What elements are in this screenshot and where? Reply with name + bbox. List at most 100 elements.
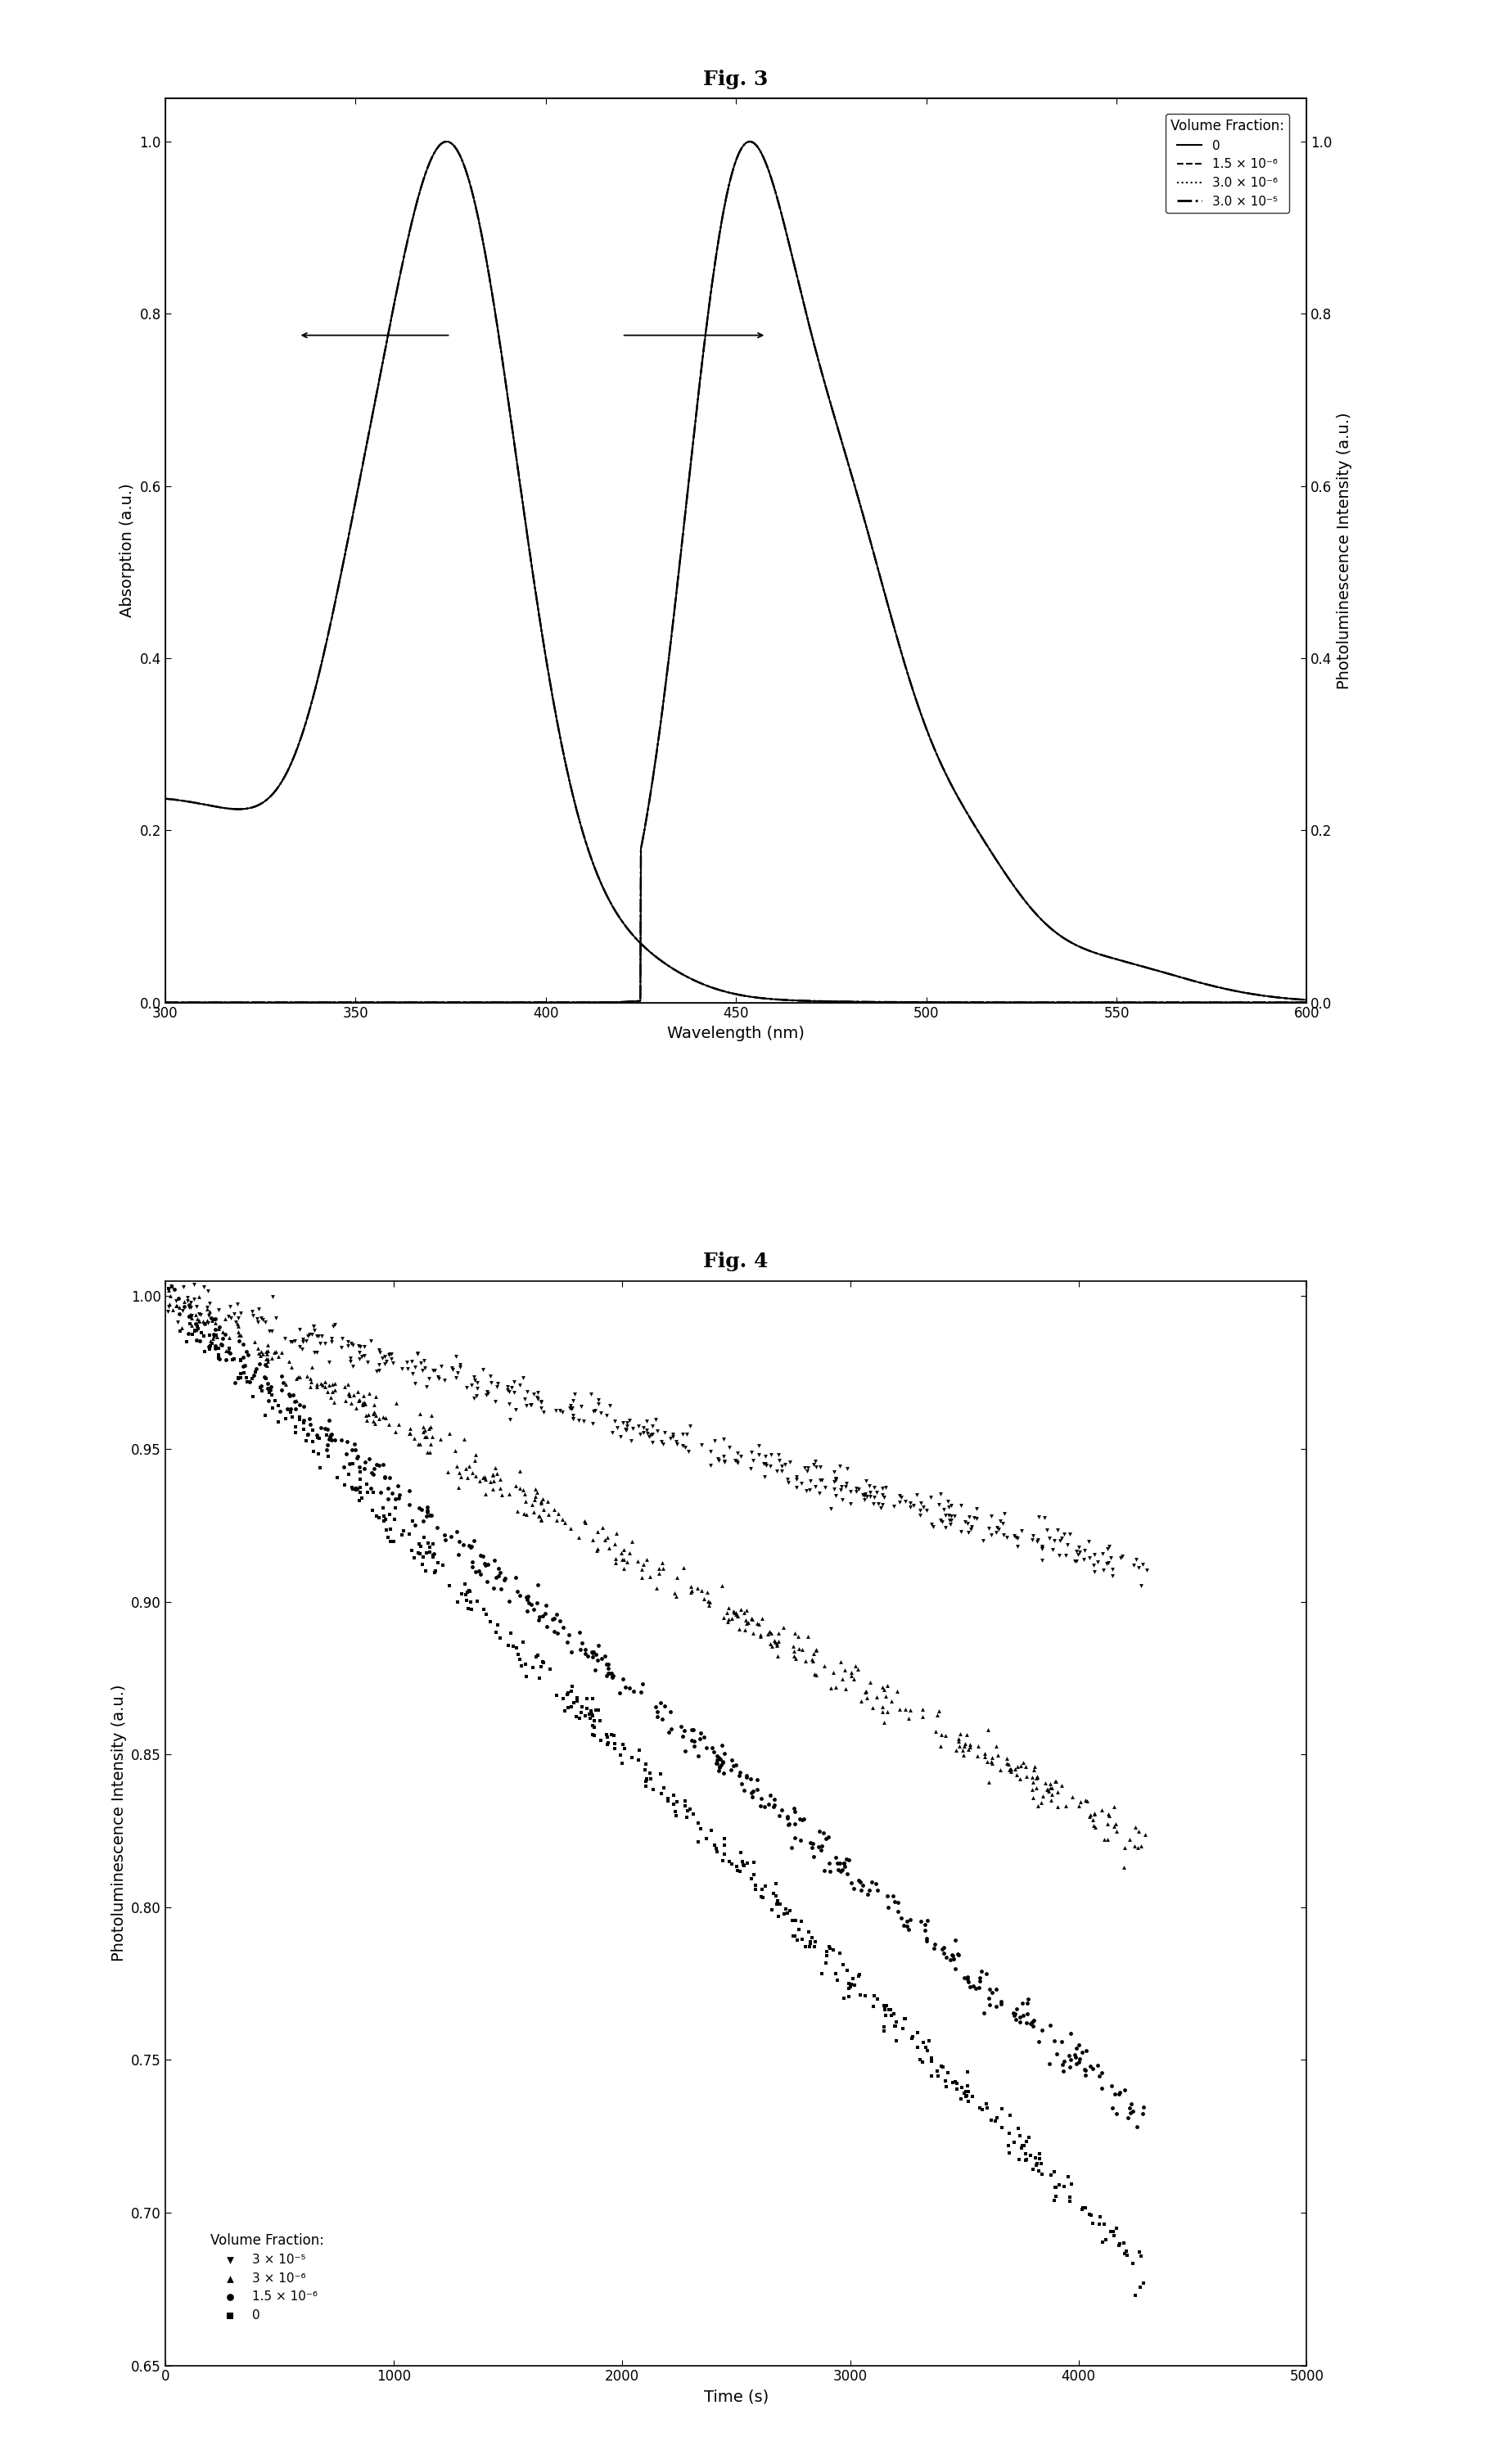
0 bbox=[398, 1515, 422, 1555]
3 × 10⁻⁶ bbox=[733, 1592, 757, 1631]
1.5 × 10⁻⁶ bbox=[701, 1732, 725, 1772]
3 × 10⁻⁵ bbox=[249, 1299, 273, 1338]
0 bbox=[990, 2109, 1014, 2149]
3 × 10⁻⁶ bbox=[412, 1407, 436, 1446]
3 × 10⁻⁵ bbox=[425, 1358, 449, 1397]
3 × 10⁻⁵ bbox=[287, 1326, 311, 1365]
1.5 × 10⁻⁶ bbox=[587, 1626, 611, 1666]
0 bbox=[1044, 2168, 1068, 2208]
0 bbox=[344, 1471, 368, 1510]
0 bbox=[1026, 2151, 1050, 2190]
3 × 10⁻⁶ bbox=[876, 1693, 900, 1732]
3 × 10⁻⁶ bbox=[746, 1604, 771, 1643]
3 × 10⁻⁵ bbox=[928, 1473, 952, 1513]
3 × 10⁻⁶ bbox=[248, 1335, 272, 1375]
0 bbox=[862, 1986, 886, 2025]
3 × 10⁻⁶ bbox=[524, 1476, 548, 1515]
0 bbox=[694, 1818, 718, 1858]
0 bbox=[345, 1469, 369, 1508]
1.5 × 10⁻⁶ bbox=[416, 1488, 440, 1528]
3 × 10⁻⁵ bbox=[182, 1264, 206, 1303]
1.5 × 10⁻⁶ bbox=[707, 1747, 731, 1786]
1.5 × 10⁻⁶ bbox=[880, 1875, 904, 1915]
3 × 10⁻⁶ bbox=[227, 1311, 251, 1350]
3 × 10⁻⁵ bbox=[753, 1437, 777, 1476]
0 bbox=[1024, 2146, 1048, 2186]
3 × 10⁻⁶ bbox=[948, 1715, 972, 1754]
1.5 × 10⁻⁶ bbox=[1011, 1984, 1035, 2023]
0 bbox=[730, 1841, 754, 1880]
3 × 10⁻⁶ bbox=[311, 1365, 335, 1404]
3 × 10⁻⁵ bbox=[415, 1368, 439, 1407]
1.5 × 10⁻⁶ bbox=[692, 1717, 716, 1757]
3 × 10⁻⁶ bbox=[1039, 1769, 1063, 1809]
3 × 10⁻⁵ bbox=[614, 1407, 638, 1446]
3 × 10⁻⁶ bbox=[1117, 1818, 1142, 1858]
3 × 10⁻⁵ bbox=[804, 1466, 828, 1506]
3 × 10⁻⁵ bbox=[475, 1375, 499, 1414]
3 × 10⁻⁵ bbox=[336, 1321, 360, 1360]
3 × 10⁻⁵ bbox=[335, 1326, 359, 1365]
1.5 × 10⁻⁶ bbox=[614, 1668, 638, 1708]
3 × 10⁻⁵ bbox=[461, 1380, 485, 1419]
3 × 10⁻⁵ bbox=[674, 1414, 698, 1454]
0 bbox=[775, 1892, 799, 1932]
3 × 10⁻⁶ bbox=[473, 1456, 497, 1496]
0 bbox=[955, 2082, 979, 2122]
0 bbox=[689, 1809, 713, 1848]
3 × 10⁻⁶ bbox=[692, 1579, 716, 1619]
3 × 10⁻⁵ bbox=[380, 1338, 404, 1377]
1.5 × 10⁻⁶ bbox=[351, 1449, 376, 1488]
3 × 10⁻⁶ bbox=[855, 1678, 879, 1717]
3 × 10⁻⁶ bbox=[1026, 1757, 1050, 1796]
1.5 × 10⁻⁶ bbox=[915, 1922, 939, 1961]
3 × 10⁻⁶ bbox=[1104, 1811, 1128, 1850]
3 × 10⁻⁵ bbox=[227, 1299, 251, 1338]
1.5 × 10⁻⁶ bbox=[1107, 2075, 1131, 2114]
Legend: 0, 1.5 × 10⁻⁶, 3.0 × 10⁻⁶, 3.0 × 10⁻⁵: 0, 1.5 × 10⁻⁶, 3.0 × 10⁻⁶, 3.0 × 10⁻⁵ bbox=[1166, 113, 1289, 212]
3 × 10⁻⁵ bbox=[1063, 1542, 1087, 1582]
0 bbox=[291, 1404, 315, 1444]
1.5 × 10⁻⁶ bbox=[979, 1974, 1003, 2013]
Title: Fig. 3: Fig. 3 bbox=[703, 69, 769, 89]
1.5 × 10⁻⁶ bbox=[569, 1624, 593, 1663]
1.5 × 10⁻⁶ bbox=[946, 1934, 970, 1974]
0 bbox=[179, 1303, 203, 1343]
3 × 10⁻⁵ bbox=[485, 1368, 509, 1407]
X-axis label: Wavelength (nm): Wavelength (nm) bbox=[667, 1025, 805, 1042]
0 bbox=[587, 1700, 611, 1740]
0 bbox=[871, 2011, 895, 2050]
3 × 10⁻⁵ bbox=[195, 1271, 219, 1311]
3 × 10⁻⁶ bbox=[356, 1395, 380, 1434]
3 × 10⁻⁶ bbox=[339, 1382, 363, 1422]
0 bbox=[532, 1643, 556, 1683]
3 × 10⁻⁵ bbox=[478, 1355, 502, 1395]
1.5 × 10⁻⁶ bbox=[213, 1316, 237, 1355]
3 × 10⁻⁶ bbox=[227, 1306, 251, 1345]
1.5 × 10⁻⁶ bbox=[281, 1375, 305, 1414]
0 bbox=[222, 1338, 246, 1377]
0 bbox=[1114, 2232, 1139, 2272]
3 × 10⁻⁶ bbox=[846, 1648, 870, 1688]
3 × 10⁻⁵ bbox=[560, 1387, 584, 1427]
0 bbox=[499, 1614, 523, 1653]
0 bbox=[227, 1358, 251, 1397]
3 × 10⁻⁵ bbox=[778, 1441, 802, 1481]
1.5 × 10⁻⁶ bbox=[472, 1538, 496, 1577]
3 × 10⁻⁵ bbox=[638, 1414, 662, 1454]
3 × 10⁻⁵ bbox=[1072, 1540, 1096, 1579]
1.5 × 10⁻⁶ bbox=[943, 1919, 967, 1959]
3 × 10⁻⁶ bbox=[314, 1368, 338, 1407]
0 bbox=[1023, 2139, 1047, 2178]
3 × 10⁻⁶ bbox=[185, 1299, 209, 1338]
3 × 10⁻⁵ bbox=[512, 1380, 536, 1419]
3 × 10⁻⁶ bbox=[284, 1380, 308, 1419]
3 × 10⁻⁶ bbox=[545, 1493, 569, 1533]
3 × 10⁻⁵ bbox=[614, 1409, 638, 1449]
3 × 10⁻⁶ bbox=[1003, 1749, 1027, 1789]
1.5 × 10⁻⁶ bbox=[434, 1520, 458, 1560]
0 bbox=[344, 1469, 368, 1508]
3 × 10⁻⁶ bbox=[620, 1523, 644, 1562]
1.5 × 10⁻⁶ bbox=[526, 1565, 550, 1604]
0 bbox=[418, 1528, 442, 1567]
